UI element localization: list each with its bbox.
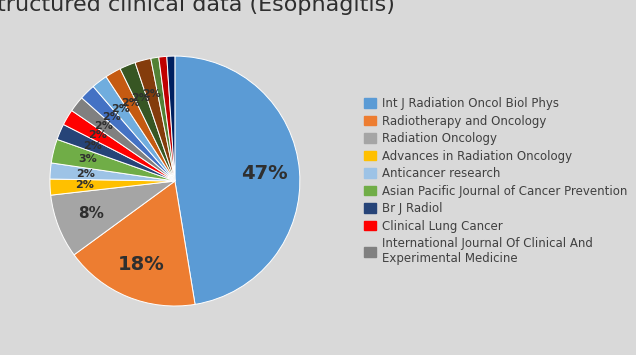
Wedge shape [74, 181, 195, 306]
Wedge shape [72, 98, 175, 181]
Wedge shape [64, 110, 175, 181]
Text: 2%: 2% [76, 169, 95, 179]
Wedge shape [93, 77, 175, 181]
Text: 2%: 2% [83, 141, 102, 151]
Wedge shape [50, 179, 175, 195]
Wedge shape [106, 69, 175, 181]
Text: 2%: 2% [121, 98, 140, 108]
Text: 8%: 8% [78, 206, 104, 221]
Wedge shape [81, 87, 175, 181]
Wedge shape [159, 56, 175, 181]
Text: 2%: 2% [76, 180, 95, 190]
Text: 2%: 2% [132, 93, 150, 103]
Text: 2%: 2% [95, 121, 113, 131]
Text: 2%: 2% [142, 89, 162, 99]
Text: 2%: 2% [88, 130, 107, 140]
Text: 47%: 47% [241, 164, 288, 183]
Legend: Int J Radiation Oncol Biol Phys, Radiotherapy and Oncology, Radiation Oncology, : Int J Radiation Oncol Biol Phys, Radioth… [362, 95, 630, 267]
Text: 2%: 2% [102, 112, 121, 122]
Wedge shape [52, 140, 175, 181]
Text: 2%: 2% [111, 104, 130, 114]
Title: Unstructured clinical data (Esophagitis): Unstructured clinical data (Esophagitis) [0, 0, 395, 15]
Wedge shape [51, 181, 175, 255]
Wedge shape [167, 56, 175, 181]
Wedge shape [57, 125, 175, 181]
Text: 18%: 18% [118, 255, 164, 274]
Wedge shape [120, 62, 175, 181]
Wedge shape [135, 59, 175, 181]
Text: 3%: 3% [78, 154, 97, 164]
Wedge shape [50, 163, 175, 181]
Wedge shape [175, 56, 300, 304]
Wedge shape [151, 57, 175, 181]
